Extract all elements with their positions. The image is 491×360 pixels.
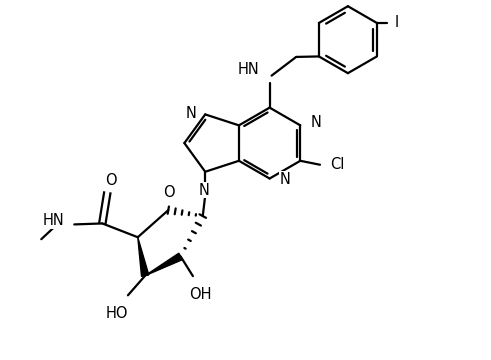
Text: N: N [310,116,321,130]
Text: OH: OH [189,287,212,302]
Text: HN: HN [238,62,260,77]
Text: O: O [164,185,175,200]
Text: N: N [186,106,196,121]
Polygon shape [138,237,149,276]
Text: HN: HN [43,213,64,228]
Text: Cl: Cl [330,157,344,172]
Text: O: O [106,173,117,188]
Text: HO: HO [106,306,128,321]
Text: N: N [279,172,290,187]
Text: N: N [199,183,210,198]
Text: I: I [395,15,399,31]
Polygon shape [145,253,182,276]
